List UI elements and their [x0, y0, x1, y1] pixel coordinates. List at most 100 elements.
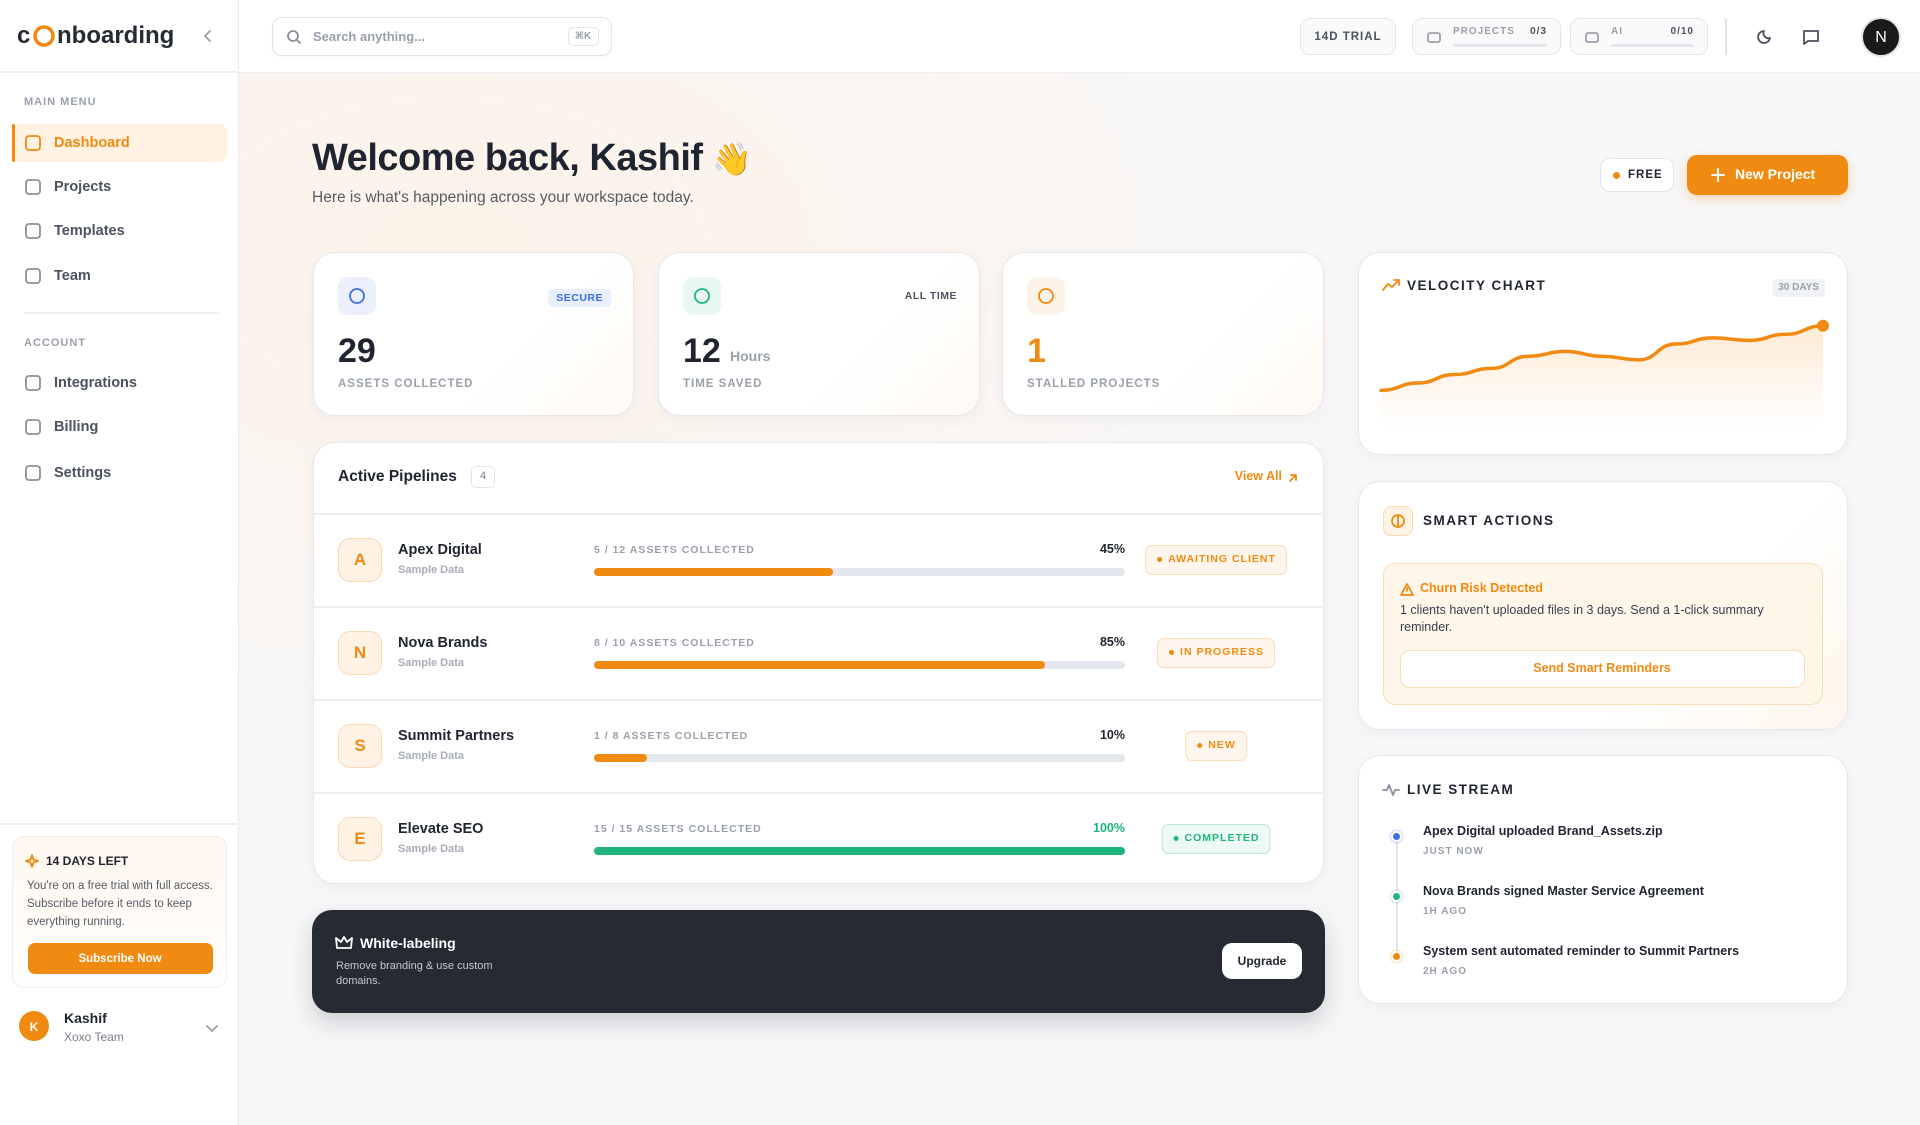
pipeline-count: 4	[479, 470, 487, 483]
row-avatar	[338, 538, 382, 582]
stat-icon	[693, 287, 711, 305]
user-avatar	[19, 1011, 49, 1041]
avatar[interactable]	[1861, 17, 1901, 57]
status-dot	[1157, 557, 1163, 562]
velocity-endpoint	[1817, 319, 1829, 332]
nav-icon	[24, 267, 42, 285]
row-divider	[314, 699, 1322, 701]
row-percent: 10%	[1099, 728, 1125, 743]
nav-item[interactable]: Integrations	[54, 374, 137, 391]
row-divider	[314, 606, 1322, 608]
shortcut: ⌘K	[574, 31, 592, 42]
smart-icon	[1390, 513, 1406, 529]
nav-item[interactable]: Team	[54, 267, 91, 284]
section-title: Active Pipelines	[338, 468, 457, 486]
row-percent: 45%	[1099, 542, 1125, 557]
usage-icon	[1426, 29, 1442, 45]
stat-icon	[348, 287, 366, 305]
upgrade-button[interactable]	[1222, 943, 1302, 979]
row-divider	[314, 513, 1322, 515]
brand: nboarding	[57, 22, 175, 50]
user-initial: K	[29, 1019, 39, 1034]
status-pill: NEW	[1185, 731, 1247, 761]
messages-icon[interactable]	[1802, 28, 1820, 46]
subscribe-button[interactable]	[28, 943, 213, 974]
trial-icon	[25, 854, 39, 868]
nav-item[interactable]: Billing	[54, 418, 99, 435]
row-sub: Sample Data	[398, 657, 465, 670]
page-title: Welcome back, Kashif	[312, 137, 703, 180]
status-dot	[1173, 836, 1179, 841]
row-avatar	[338, 817, 382, 861]
subscribe-label[interactable]: Subscribe Now	[78, 952, 162, 965]
stream-icon	[1382, 783, 1400, 797]
trial-badge: 14D TRIAL	[1314, 30, 1382, 43]
search-box[interactable]	[272, 17, 612, 56]
status-pill: COMPLETED	[1161, 824, 1271, 854]
row-sub: Sample Data	[398, 843, 465, 856]
plus-icon	[1711, 168, 1725, 182]
nav-icon	[24, 374, 42, 392]
divider	[0, 823, 239, 825]
usage-count: 0/3	[1530, 26, 1547, 37]
brand-icon	[31, 25, 57, 47]
timeline-dot	[1391, 891, 1402, 902]
progress-fill	[594, 568, 833, 576]
new-project-label[interactable]: New Project	[1735, 166, 1816, 183]
progress-fill	[594, 754, 648, 762]
status-pill: AWAITING CLIENT	[1145, 545, 1287, 575]
view-all[interactable]: View All	[1234, 469, 1282, 484]
stat-badge: ALL TIME	[904, 289, 957, 302]
row-percent: 100%	[1093, 821, 1125, 836]
section-label: ACCOUNT	[24, 337, 86, 350]
velocity-line	[1379, 323, 1825, 393]
velocity-area	[1381, 325, 1823, 428]
progress-fill	[594, 847, 1125, 855]
velocity-chart	[1359, 253, 1849, 453]
plan-pill	[1600, 158, 1674, 192]
progress-fill	[594, 661, 1046, 669]
row-initial: E	[354, 829, 366, 849]
user-name: Kashif	[64, 1010, 107, 1027]
nav-item[interactable]: Templates	[54, 222, 125, 239]
avatar-initial: N	[1875, 28, 1887, 46]
reminders-button[interactable]	[1400, 650, 1805, 688]
shortcut-box	[568, 27, 599, 46]
divider	[0, 71, 239, 73]
alert-text: 1 clients haven't uploaded files in 3 da…	[1400, 603, 1764, 634]
plan: FREE	[1628, 168, 1663, 181]
stat-card: ALL TIME 12 Hours TIME SAVED	[658, 252, 980, 416]
stat-value: 1	[1027, 332, 1046, 371]
nav-item[interactable]: Dashboard	[54, 134, 130, 151]
usage-track	[1453, 44, 1547, 47]
nav-icon	[24, 178, 42, 196]
alert-box: Churn Risk Detected 1 clients haven't upl…	[1383, 563, 1823, 705]
white-label-text: Remove branding & use custom domains.	[336, 960, 493, 988]
reminders-label[interactable]: Send Smart Reminders	[1533, 661, 1671, 676]
nav-item[interactable]: Projects	[54, 178, 112, 195]
user-team: Xoxo Team	[64, 1029, 124, 1044]
upgrade-label[interactable]: Upgrade	[1237, 953, 1287, 968]
pipelines-card: Active Pipelines 4 View All A Apex Digital Sa…	[313, 442, 1324, 884]
row-name: Nova Brands	[398, 634, 488, 651]
row-percent: 85%	[1099, 635, 1125, 650]
stat-icon-box	[338, 277, 376, 315]
smart-icon-box	[1383, 506, 1413, 536]
nav-item[interactable]: Settings	[54, 464, 112, 481]
white-label-title: White-labeling	[360, 935, 456, 952]
alert-icon	[1400, 583, 1414, 596]
nav-icon	[24, 464, 42, 482]
progress-track	[594, 754, 1125, 762]
row-name: Elevate SEO	[398, 820, 484, 837]
view-all-icon	[1287, 471, 1299, 483]
brand: c	[17, 22, 31, 50]
page-subtitle: Here is what's happening across your wor…	[312, 189, 694, 207]
stat-badge: SECURE	[548, 288, 611, 308]
stat-icon-box	[1027, 277, 1065, 315]
nav-active-bar	[12, 124, 15, 162]
count-badge	[471, 466, 495, 488]
theme-icon[interactable]	[1756, 28, 1774, 46]
row-assets: 5 / 12 ASSETS COLLECTED	[594, 543, 755, 556]
row-initial: S	[354, 736, 366, 756]
stat-value: 12	[683, 332, 721, 371]
